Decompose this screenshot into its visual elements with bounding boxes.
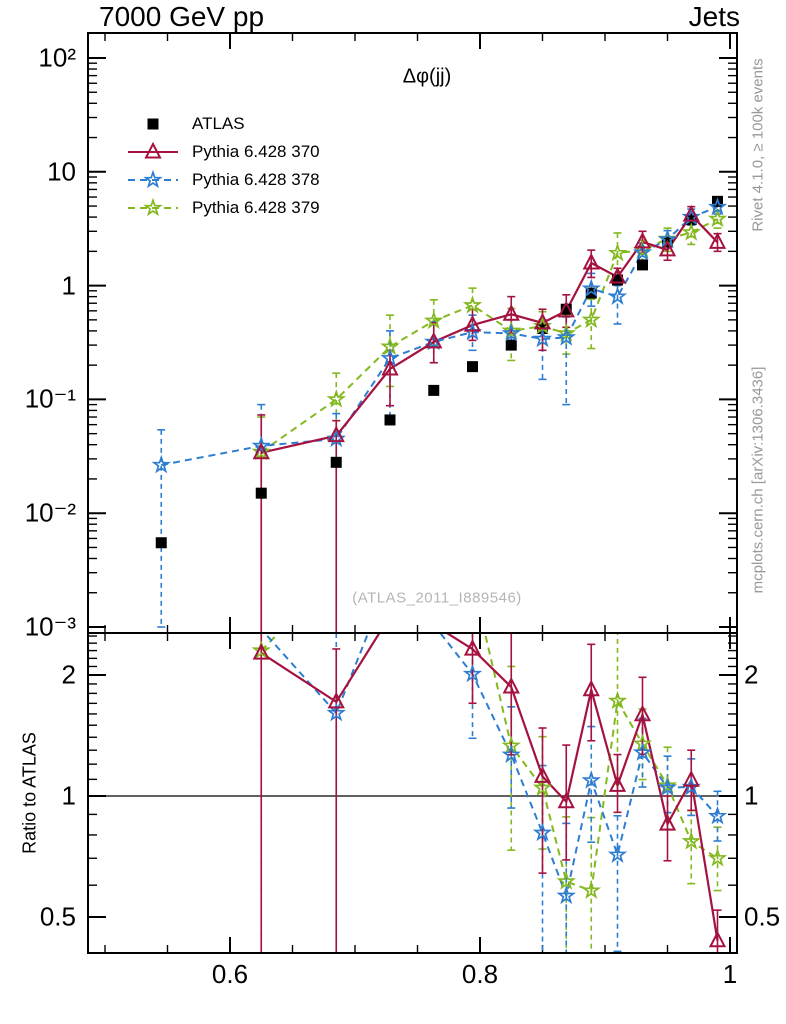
beam-energy-label: 7000 GeV pp	[99, 1, 265, 32]
x-tick-label-1: 1	[722, 959, 738, 989]
atlas-square-marker-icon	[147, 118, 159, 130]
green-star-marker-icon	[128, 197, 178, 217]
legend-label-pythia-379: Pythia 6.428 379	[192, 198, 320, 217]
y-tick-label-1e2: 10²	[38, 42, 76, 73]
rivet-version-note: Rivet 4.1.0, ≥ 100k events	[749, 58, 767, 232]
blue-star-marker-icon	[128, 169, 178, 189]
analysis-group-label: Jets	[688, 1, 740, 32]
ratio-tick-label-2-left: 2	[61, 659, 76, 690]
legend-item-pythia-379: Pythia 6.428 379	[126, 194, 320, 222]
ratio-tick-label-1-left: 1	[61, 780, 76, 811]
y-tick-label-1e-1: 10⁻¹	[24, 383, 76, 414]
analysis-id-watermark: (ATLAS_2011_I889546)	[352, 589, 522, 607]
observable-title: Δφ(jj)	[402, 65, 452, 88]
legend-item-atlas: ATLAS	[126, 110, 320, 138]
ratio-tick-label-2-right: 2	[744, 659, 759, 690]
y-tick-label-1: 1	[61, 270, 76, 301]
legend-item-pythia-370: Pythia 6.428 370	[126, 138, 320, 166]
x-tick-label-08: 0.8	[461, 959, 499, 989]
legend-label-pythia-378: Pythia 6.428 378	[192, 170, 320, 189]
triangle-marker-icon	[128, 141, 178, 159]
legend-label-atlas: ATLAS	[192, 114, 245, 133]
ratio-tick-label-05-left: 0.5	[39, 901, 76, 932]
ratio-tick-label-05-right: 0.5	[744, 901, 781, 932]
legend-item-pythia-378: Pythia 6.428 378	[126, 166, 320, 194]
y-tick-label-1e-2: 10⁻²	[24, 497, 76, 528]
ratio-tick-label-1-right: 1	[744, 780, 759, 811]
mcplots-citation-note: mcplots.cern.ch [arXiv:1306.3436]	[749, 366, 767, 594]
x-tick-label-06: 0.6	[211, 959, 249, 989]
y-tick-label-1e1: 10	[47, 156, 76, 187]
y-tick-label-1e-3: 10⁻³	[24, 611, 76, 642]
legend: ATLAS Pythia 6.428 370 Pythia 6.428 378 …	[126, 110, 320, 222]
legend-label-pythia-370: Pythia 6.428 370	[192, 142, 320, 161]
ratio-axis-title: Ratio to ATLAS	[19, 732, 40, 854]
